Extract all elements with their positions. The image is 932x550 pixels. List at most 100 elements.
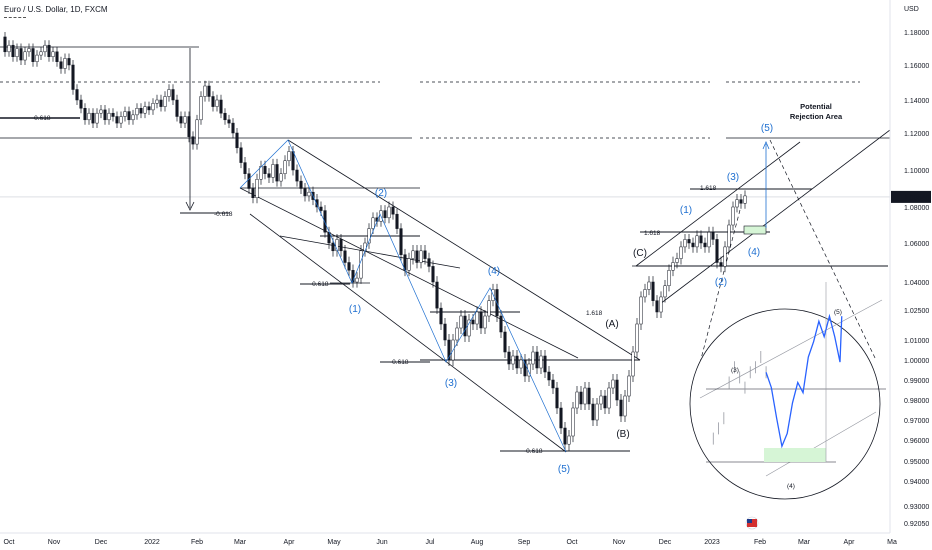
wave-label: (3) [727,172,739,183]
candle [299,180,303,189]
candle [591,403,595,421]
candle [255,179,259,198]
candle [191,136,195,145]
x-tick-label: Ma [887,539,897,546]
candle [499,315,503,333]
candle [83,108,87,121]
x-tick-label: May [327,539,341,546]
inset-wave-label: (4) [787,483,795,490]
candle [507,351,511,365]
candle [247,173,251,189]
candle [523,359,527,377]
candle [431,266,435,283]
x-tick-label: Aug [471,539,484,546]
candle [571,407,575,437]
candle [7,44,11,53]
candle [259,166,263,180]
candle [511,355,515,365]
candle [199,96,203,121]
wave-label: (3) [445,378,457,389]
candle [239,147,243,163]
candle [647,281,651,290]
candle [63,58,67,69]
candle [651,281,655,301]
ascending-channel-line [635,141,801,267]
candle [683,239,687,248]
candle [635,323,639,353]
candle [675,258,679,263]
candle [391,206,395,215]
wave-label: (5) [558,464,570,475]
candle [695,235,699,248]
candle [383,210,387,219]
inset-wave-label: (5) [834,309,842,316]
candle [151,103,155,111]
candle [23,51,27,61]
y-tick-label: 0.93000 [904,504,929,511]
candle [99,109,103,114]
candle [303,188,307,197]
candle [715,239,719,263]
candle [723,246,727,267]
candle [119,116,123,124]
candle [215,99,219,107]
candle [67,58,71,66]
candle [71,64,75,90]
candle [619,399,623,417]
zone-label: Rejection Area [790,112,843,121]
candle [735,199,739,208]
candle [355,277,359,283]
candle [471,319,475,325]
fib-label: -0.618 [524,448,543,455]
candle [427,258,431,267]
candle [87,112,91,121]
candle [563,427,567,445]
y-tick-label: 0.96000 [904,438,929,445]
candle [443,323,447,341]
candle [187,116,191,137]
candle [167,89,171,97]
y-tick-label: 0.98000 [904,398,929,405]
candle [655,300,659,313]
candle [455,327,459,341]
fib-label: -0.618 [310,281,329,288]
y-tick-label: 1.16000 [904,63,929,70]
candle [663,285,667,298]
candle [703,242,707,248]
candle [347,262,351,271]
candle [539,355,543,369]
x-tick-label: Sep [518,539,531,546]
candle [11,44,15,58]
candle [607,387,611,409]
candle [623,395,627,417]
wave-label: (A) [605,319,618,330]
candle [627,375,631,397]
candle [575,391,579,409]
inset-channel [699,299,883,399]
candle [483,315,487,329]
candle [267,173,271,178]
candle [111,112,115,117]
zoom-guide-line [769,139,877,361]
candle [43,44,47,53]
candle [323,210,327,233]
candle [419,250,423,263]
candle [587,387,591,405]
candle [415,250,419,263]
candle [107,112,111,121]
fib-label: 1.618 [644,230,661,237]
candle [135,108,139,116]
y-tick-label: 1.10000 [904,168,929,175]
candle [547,371,551,381]
candle [387,206,391,219]
fib-label: 1.618 [700,185,717,192]
candle [659,296,663,313]
candle [671,262,675,271]
wave-path [239,139,567,453]
candle [707,231,711,248]
wave-label: (4) [488,266,500,277]
candle [615,379,619,401]
candle [271,164,275,178]
candle [103,109,107,121]
